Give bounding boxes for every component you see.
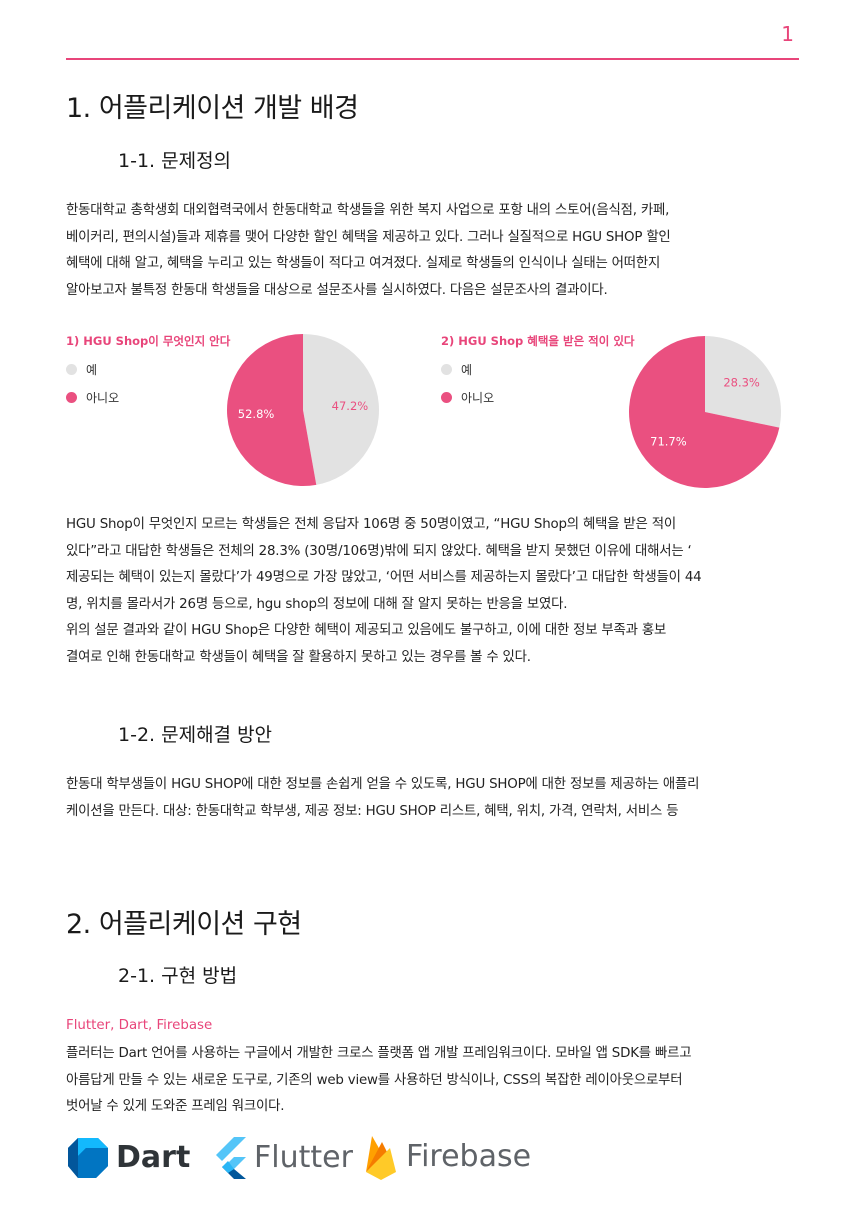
legend-label-no: 아니오 xyxy=(461,390,495,405)
pie-chart-2: 28.3% 71.7% xyxy=(629,336,781,488)
legend-label-no: 아니오 xyxy=(86,390,120,405)
dart-logo: Dart xyxy=(66,1136,190,1180)
subsection-1-1-title: 1-1. 문제정의 xyxy=(118,150,232,172)
subsection-2-1-title: 2-1. 구현 방법 xyxy=(118,965,238,987)
flutter-logo-icon xyxy=(216,1137,246,1179)
section-1-title: 1. 어플리케이션 개발 배경 xyxy=(66,93,359,124)
tech-stack-label: Flutter, Dart, Firebase xyxy=(66,1018,213,1033)
pie-1-label-1: 52.8% xyxy=(238,407,275,421)
paragraph-line: 혜택에 대해 알고, 혜택을 누리고 있는 학생들이 적다고 여겨졌다. 실제로… xyxy=(66,256,661,271)
survey-chart-1: 1) HGU Shop이 무엇인지 안다 예 아니오 xyxy=(66,333,231,405)
paragraph-line: 케이션을 만든다. 대상: 한동대학교 학부생, 제공 정보: HGU SHOP… xyxy=(66,803,679,819)
pie-1-slice-1 xyxy=(227,334,317,486)
problem-definition-paragraph: 한동대학교 총학생회 대외협력국에서 한동대학교 학생들을 위한 복지 사업으로… xyxy=(66,198,806,304)
chart-2-legend-yes: 예 xyxy=(441,362,635,377)
header-divider xyxy=(66,58,799,60)
paragraph-line: 한동대학교 총학생회 대외협력국에서 한동대학교 학생들을 위한 복지 사업으로… xyxy=(66,203,670,218)
survey-analysis-paragraph: HGU Shop이 무엇인지 모르는 학생들은 전체 응답자 106명 중 50… xyxy=(66,512,806,671)
pie-2-slice-0 xyxy=(705,336,781,428)
paragraph-line: 벗어날 수 있게 도와준 프레임 워크이다. xyxy=(66,1099,285,1114)
section-2-title: 2. 어플리케이션 구현 xyxy=(66,909,302,940)
paragraph-line: HGU Shop이 무엇인지 모르는 학생들은 전체 응답자 106명 중 50… xyxy=(66,517,676,532)
legend-swatch-no xyxy=(441,391,452,403)
pie-2-label-0: 28.3% xyxy=(723,375,760,389)
dart-logo-icon xyxy=(68,1138,108,1178)
chart-2-legend-no: 아니오 xyxy=(441,390,635,405)
chart-1-title: 1) HGU Shop이 무엇인지 안다 xyxy=(66,334,231,348)
subsection-1-2-title: 1-2. 문제해결 방안 xyxy=(118,724,273,746)
page-number: 1 xyxy=(781,22,794,46)
chart-2-title: 2) HGU Shop 혜택을 받은 적이 있다 xyxy=(441,334,635,348)
paragraph-line: 명, 위치를 몰라서가 26명 등으로, hgu shop의 정보에 대해 잘 … xyxy=(66,596,568,612)
dart-logo-text: Dart xyxy=(116,1140,191,1175)
survey-chart-2: 2) HGU Shop 혜택을 받은 적이 있다 예 아니오 xyxy=(441,333,635,405)
paragraph-line: 결여로 인해 한동대학교 학생들이 혜택을 잘 활용하지 못하고 있는 경우를 … xyxy=(66,649,531,665)
legend-swatch-no xyxy=(66,391,77,403)
legend-swatch-yes xyxy=(441,363,452,375)
paragraph-line: 플러터는 Dart 언어를 사용하는 구글에서 개발한 크로스 플랫폼 앱 개발… xyxy=(66,1046,692,1061)
chart-1-legend-no: 아니오 xyxy=(66,390,230,405)
paragraph-line: 있다”라고 대답한 학생들은 전체의 28.3% (30명/106명)밖에 되지… xyxy=(66,543,692,559)
paragraph-line: 위의 설문 결과와 같이 HGU Shop은 다양한 혜택이 제공되고 있음에도… xyxy=(66,623,667,638)
pie-chart-1: 47.2% 52.8% xyxy=(227,334,379,486)
pie-1-slice-0 xyxy=(303,334,379,485)
paragraph-line: 알아보고자 불특정 한동대 학생들을 대상으로 설문조사를 실시하였다. 다음은… xyxy=(66,282,608,298)
firebase-logo: Firebase xyxy=(364,1134,531,1180)
firebase-logo-text: Firebase xyxy=(406,1139,532,1174)
solution-paragraph: 한동대 학부생들이 HGU SHOP에 대한 정보를 손쉽게 얻을 수 있도록,… xyxy=(66,772,806,825)
paragraph-line: 베이커리, 편의시설)들과 제휴를 맺어 다양한 할인 혜택을 제공하고 있다.… xyxy=(66,229,671,245)
pie-1-label-0: 47.2% xyxy=(332,399,369,413)
legend-label-yes: 예 xyxy=(461,362,473,377)
flutter-logo-text: Flutter xyxy=(254,1140,353,1175)
paragraph-line: 한동대 학부생들이 HGU SHOP에 대한 정보를 손쉽게 얻을 수 있도록,… xyxy=(66,777,700,792)
implementation-paragraph: 플러터는 Dart 언어를 사용하는 구글에서 개발한 크로스 플랫폼 앱 개발… xyxy=(66,1041,806,1121)
pie-2-label-1: 71.7% xyxy=(650,435,687,449)
legend-label-yes: 예 xyxy=(86,362,98,377)
legend-swatch-yes xyxy=(66,363,77,375)
chart-1-legend-yes: 예 xyxy=(66,362,230,377)
paragraph-line: 제공되는 혜택이 있는지 몰랐다’가 49명으로 가장 많았고, ‘어떤 서비스… xyxy=(66,570,702,585)
firebase-logo-icon xyxy=(366,1136,396,1180)
paragraph-line: 아름답게 만들 수 있는 새로운 도구로, 기존의 web view를 사용하던… xyxy=(66,1072,683,1088)
flutter-logo: Flutter xyxy=(214,1137,353,1179)
pie-2-slice-1 xyxy=(629,336,780,488)
